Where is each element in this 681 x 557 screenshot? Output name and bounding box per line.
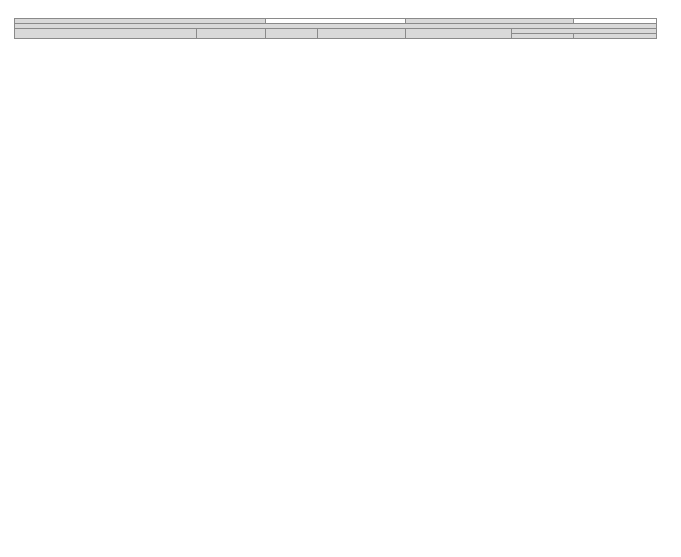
col-header-restricted — [405, 28, 512, 39]
col-header-name — [14, 28, 197, 39]
table-header-row-1 — [14, 28, 657, 39]
document-page — [0, 18, 681, 557]
col-header-pledge-status — [511, 33, 574, 39]
col-header-pledge-amount — [573, 33, 657, 39]
col-header-ratio — [265, 28, 318, 39]
col-header-quantity — [317, 28, 406, 39]
shareholders-table — [14, 18, 657, 39]
table-header-row-2 — [15, 33, 657, 39]
col-header-nature — [196, 28, 266, 39]
